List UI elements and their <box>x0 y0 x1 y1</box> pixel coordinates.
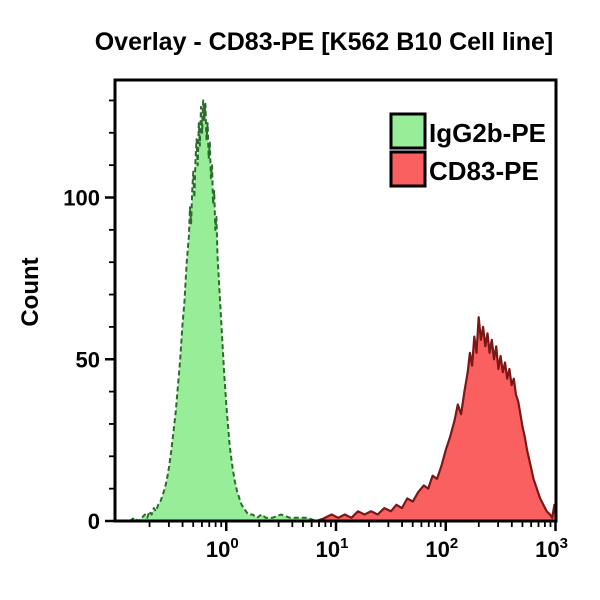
legend-swatch-cd83-pe <box>389 150 427 188</box>
ticks-layer <box>105 99 557 531</box>
legend-label-cd83-pe: CD83-PE <box>429 156 539 186</box>
y-tick-label: 50 <box>76 347 100 372</box>
cd83-pe-histogram-area <box>318 317 555 521</box>
legend: IgG2b-PE CD83-PE <box>389 112 546 188</box>
x-tick-label: 102 <box>425 535 458 562</box>
x-tick-label: 101 <box>316 535 349 562</box>
legend-label-igg2b-pe: IgG2b-PE <box>429 118 546 148</box>
series-layer <box>129 99 555 521</box>
cd83-pe-histogram-outline <box>317 316 555 521</box>
legend-swatch-igg2b-pe <box>389 112 427 150</box>
igg2b-pe-histogram-area <box>129 100 336 521</box>
igg2b-pe-histogram-outline <box>129 99 337 521</box>
y-tick-label: 0 <box>88 509 100 534</box>
tick-labels-layer: 100 101 102 103 0 50 100 <box>63 186 568 563</box>
plot-frame <box>113 78 558 523</box>
x-tick-label: 103 <box>535 535 568 562</box>
y-axis-label: Count <box>17 257 44 326</box>
y-tick-label: 100 <box>63 186 100 211</box>
x-tick-label: 100 <box>206 535 239 562</box>
chart-title: Overlay - CD83-PE [K562 B10 Cell line] <box>94 28 554 56</box>
